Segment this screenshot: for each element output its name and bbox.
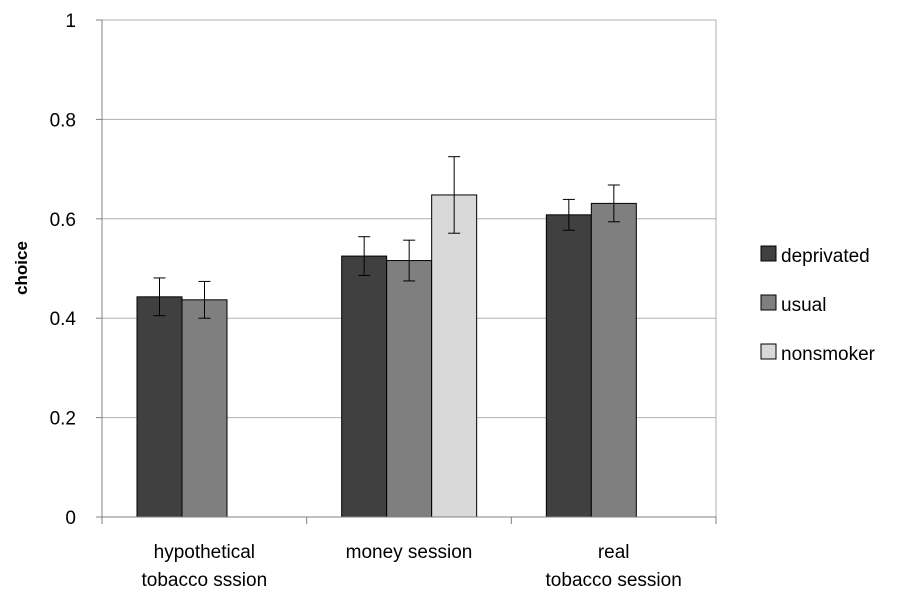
y-tick-label: 1 <box>65 11 76 32</box>
legend-swatch-deprivated <box>760 245 777 262</box>
bar-usual <box>386 260 433 518</box>
legend-label-deprivated: deprivated <box>781 246 870 267</box>
x-category-label: hypothetical <box>154 542 255 563</box>
bar-deprivated <box>341 255 388 518</box>
y-tick-label: 0.8 <box>50 110 76 131</box>
legend-swatch-usual <box>760 294 777 311</box>
legend-label-usual: usual <box>781 295 826 316</box>
legend: deprivated usual nonsmoker <box>760 245 876 365</box>
y-tick-label: 0.6 <box>50 210 76 231</box>
y-tick-label: 0.4 <box>50 309 77 330</box>
y-axis-label: choice <box>12 241 31 295</box>
bar-usual <box>181 299 228 518</box>
bar-usual <box>590 202 637 518</box>
x-category-label: real <box>598 542 630 563</box>
legend-label-nonsmoker: nonsmoker <box>781 344 876 365</box>
x-category-label: tobacco sssion <box>141 570 267 591</box>
legend-swatch-nonsmoker <box>760 343 777 360</box>
axes <box>96 19 717 524</box>
x-category-label: tobacco session <box>546 570 682 591</box>
y-tick-label: 0 <box>65 508 76 529</box>
y-tick-label: 0.2 <box>50 409 76 430</box>
x-category-labels: hypothetical tobacco sssion money session r… <box>141 542 681 591</box>
bar-nonsmoker <box>431 194 478 518</box>
y-tick-labels: 0 0.2 0.4 0.6 0.8 1 <box>50 11 77 529</box>
bars-group <box>136 194 637 518</box>
x-category-label: money session <box>346 542 473 563</box>
bar-deprivated <box>136 296 183 518</box>
bar-deprivated <box>545 214 592 518</box>
error-bars-group <box>153 156 620 319</box>
